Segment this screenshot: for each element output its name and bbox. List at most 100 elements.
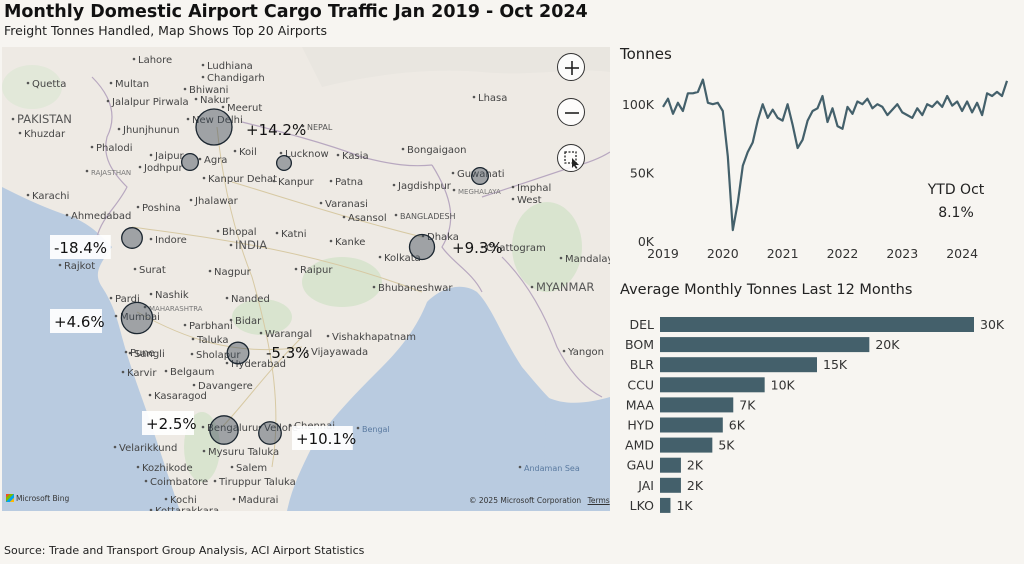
place-dot-nepal <box>301 124 305 128</box>
line-point <box>855 99 860 104</box>
place-dot-ahmedabad <box>65 213 69 217</box>
place-dot-hyderabad <box>225 361 229 365</box>
place-label-poshina: Poshina <box>142 203 181 214</box>
place-dot-jhunjhunun <box>117 127 121 131</box>
place-dot-chandigarh <box>201 75 205 79</box>
place-label-bengal: Bengal <box>362 425 390 434</box>
place-label-pardi: Pardi <box>115 294 140 305</box>
bar-hyd[interactable] <box>660 417 723 433</box>
place-label-andaman-sea: Andaman Sea <box>524 464 580 473</box>
line-point <box>860 102 865 107</box>
bar-jai[interactable] <box>660 477 681 493</box>
plus-icon <box>565 61 579 75</box>
place-label-madurai: Madurai <box>238 495 278 506</box>
bubble-label-box-maa <box>292 426 353 450</box>
place-label-chandigarh: Chandigarh <box>207 73 265 84</box>
line-point <box>870 106 875 111</box>
bubble-ccu[interactable] <box>408 233 436 261</box>
place-dot-andaman-sea <box>518 465 522 469</box>
place-dot-myanmar <box>530 285 534 289</box>
place-label-lhasa: Lhasa <box>478 93 507 104</box>
bar-lko[interactable] <box>660 497 671 513</box>
bar-blr[interactable] <box>660 357 817 373</box>
place-dot-agra <box>198 157 202 161</box>
line-point <box>995 89 1000 94</box>
series-line-tonnes <box>662 78 1009 232</box>
place-label-dhaka: Dhaka <box>427 232 459 243</box>
bar-category-amd: AMD <box>625 438 654 453</box>
bubble-label-blr: +2.5% <box>146 415 197 433</box>
zoom-out-button[interactable] <box>557 98 585 126</box>
bubble-maa[interactable] <box>258 421 282 445</box>
place-label-nanded: Nanded <box>231 294 270 305</box>
place-dot-khuzdar <box>18 131 22 135</box>
bubble-bom[interactable] <box>120 301 154 335</box>
terms-link[interactable]: Terms <box>587 496 610 505</box>
line-point <box>780 118 785 123</box>
bubble-lko[interactable] <box>275 154 293 172</box>
place-dot-velarikkund <box>113 445 117 449</box>
bubble-blr[interactable] <box>209 415 239 445</box>
place-label-kochi: Kochi <box>170 495 197 506</box>
bubble-del[interactable] <box>195 108 233 146</box>
bar-maa[interactable] <box>660 397 734 413</box>
line-point <box>830 106 835 111</box>
place-label-velarikkund: Velarikkund <box>119 443 177 454</box>
place-label-jodhpur: Jodhpur <box>143 163 183 174</box>
place-label-kolkata: Kolkata <box>384 253 421 264</box>
bar-category-gau: GAU <box>627 458 654 473</box>
bubble-hyd[interactable] <box>226 341 250 365</box>
bar-category-maa: MAA <box>626 397 655 412</box>
bar-category-lko: LKO <box>630 498 654 513</box>
bar-chart-title: Average Monthly Tonnes Last 12 Months <box>620 282 913 298</box>
line-point <box>1000 93 1005 98</box>
place-dot-karachi <box>26 193 30 197</box>
place-dot-india <box>229 243 233 247</box>
line-point <box>955 99 960 104</box>
line-point <box>770 107 775 112</box>
place-dot-parbhani <box>183 323 187 327</box>
place-label-phalodi: Phalodi <box>96 143 133 154</box>
zoom-in-button[interactable] <box>557 53 585 81</box>
place-label-guwahati: Guwahati <box>457 169 505 180</box>
place-label-khuzdar: Khuzdar <box>24 129 66 140</box>
bar-amd[interactable] <box>660 437 713 453</box>
bar-del[interactable] <box>660 317 974 332</box>
line-point <box>845 104 850 109</box>
bubble-amd[interactable] <box>121 227 143 249</box>
place-label-bhopal: Bhopal <box>222 227 257 238</box>
place-label-asansol: Asansol <box>348 213 387 224</box>
line-point <box>700 77 705 82</box>
bar-ccu[interactable] <box>660 377 765 393</box>
line-point <box>945 93 950 98</box>
select-region-icon <box>564 151 579 169</box>
line-point <box>990 93 995 98</box>
bubble-jai[interactable] <box>180 152 200 172</box>
bar-bom[interactable] <box>660 337 870 353</box>
place-dot-meerut <box>221 105 225 109</box>
bubble-gau[interactable] <box>470 166 490 186</box>
line-point <box>745 150 750 155</box>
x-tick-label: 2021 <box>767 246 799 261</box>
select-area-button[interactable] <box>557 144 585 172</box>
cargo-map[interactable]: Lahore Ludhiana Chandigarh Quetta Multan Bhiw… <box>2 47 610 511</box>
place-label-surat: Surat <box>139 265 166 276</box>
line-point <box>850 111 855 116</box>
bar-category-bom: BOM <box>625 337 654 352</box>
place-label-davangere: Davangere <box>198 381 253 392</box>
bar-gau[interactable] <box>660 457 681 473</box>
line-point <box>925 102 930 107</box>
place-dot-west <box>511 197 515 201</box>
place-dot-salem <box>230 465 234 469</box>
place-label-vijayawada: Vijayawada <box>311 347 368 358</box>
tonnes-line-chart: 0K 50K 100K 2019 2020 2021 2022 2023 2024 YTD Oct… <box>622 77 1009 261</box>
place-label-katni: Katni <box>281 229 307 240</box>
line-point <box>805 118 810 123</box>
place-dot-sholapur <box>190 352 194 356</box>
line-point <box>730 228 735 233</box>
place-dot-vijayawada <box>305 349 309 353</box>
bar-category-hyd: HYD <box>627 418 654 433</box>
line-point <box>710 102 715 107</box>
line-point <box>665 96 670 101</box>
